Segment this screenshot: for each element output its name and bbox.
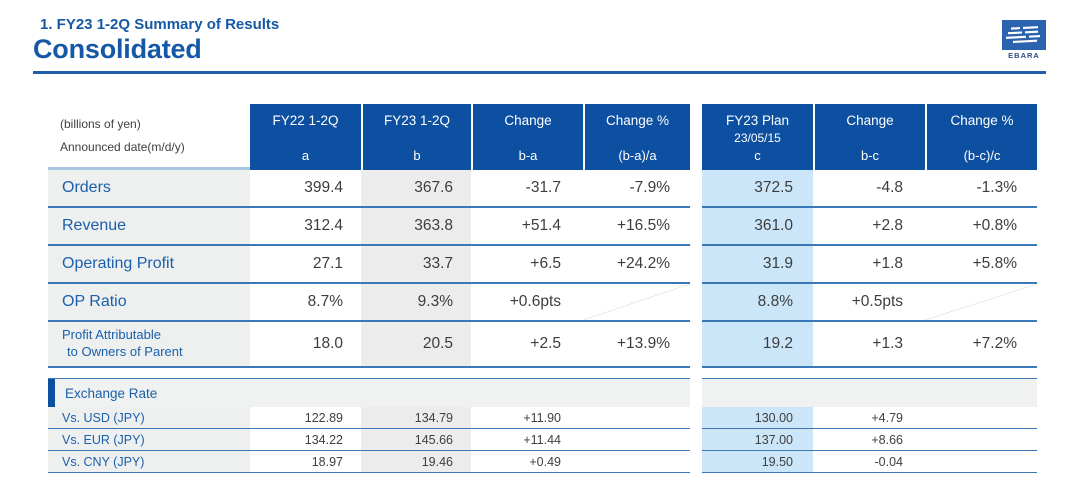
eur-change-bc: +8.66 <box>813 429 925 451</box>
page-title: Consolidated <box>33 34 202 64</box>
cny-fy23: 19.46 <box>361 451 471 473</box>
eur-fy22: 134.22 <box>250 429 361 451</box>
op-change-bc: +1.8 <box>813 246 925 284</box>
profit-fy23: 20.5 <box>361 322 471 368</box>
orders-change-bc: -4.8 <box>813 170 925 208</box>
eur-change-ba: +11.44 <box>471 429 583 451</box>
orders-change-ba: -31.7 <box>471 170 583 208</box>
orders-changepct-bc: -1.3% <box>925 170 1037 208</box>
section-gap <box>690 246 702 284</box>
op-fy22: 27.1 <box>250 246 361 284</box>
section-gap <box>690 429 702 451</box>
row-label-usd: Vs. USD (JPY) <box>48 407 250 429</box>
eur-plan: 137.00 <box>702 429 813 451</box>
section-gap <box>690 378 702 407</box>
unit-note: (billions of yen) <box>60 117 141 131</box>
revenue-changepct-ba: +16.5% <box>583 208 690 246</box>
profit-change-bc: +1.3 <box>813 322 925 368</box>
title-underline <box>33 71 1046 74</box>
row-label-eur: Vs. EUR (JPY) <box>48 429 250 451</box>
ratio-changepct-bc-empty <box>925 284 1037 322</box>
revenue-change-ba: +51.4 <box>471 208 583 246</box>
usd-change-ba: +11.90 <box>471 407 583 429</box>
usd-changepct-bc-empty <box>925 407 1037 429</box>
profit-changepct-ba: +13.9% <box>583 322 690 368</box>
orders-plan: 372.5 <box>702 170 813 208</box>
ratio-fy22: 8.7% <box>250 284 361 322</box>
cny-change-ba: +0.49 <box>471 451 583 473</box>
eur-changepct-bc-empty <box>925 429 1037 451</box>
section-gap <box>690 407 702 429</box>
ratio-change-ba: +0.6pts <box>471 284 583 322</box>
slide-subtitle: 1. FY23 1-2Q Summary of Results <box>40 16 280 33</box>
revenue-change-bc: +2.8 <box>813 208 925 246</box>
section-spacer <box>48 368 1037 378</box>
col-header-changepct-ba: Change % (b-a)/a <box>583 104 690 170</box>
profit-change-ba: +2.5 <box>471 322 583 368</box>
cny-plan: 19.50 <box>702 451 813 473</box>
orders-changepct-ba: -7.9% <box>583 170 690 208</box>
section-gap <box>690 208 702 246</box>
section-gap <box>690 451 702 473</box>
section-accent-bar <box>48 379 55 407</box>
profit-plan: 19.2 <box>702 322 813 368</box>
ratio-changepct-ba-empty <box>583 284 690 322</box>
col-header-fy22: FY22 1-2Q a <box>250 104 361 170</box>
usd-fy22: 122.89 <box>250 407 361 429</box>
section-gap <box>690 284 702 322</box>
cny-change-bc: -0.04 <box>813 451 925 473</box>
col-header-change-bc: Change b-c <box>813 104 925 170</box>
section-gap <box>690 104 702 170</box>
section-gap <box>690 170 702 208</box>
ratio-plan: 8.8% <box>702 284 813 322</box>
row-label-operating-profit: Operating Profit <box>48 246 250 284</box>
col-header-change-ba: Change b-a <box>471 104 583 170</box>
row-label-cny: Vs. CNY (JPY) <box>48 451 250 473</box>
op-change-ba: +6.5 <box>471 246 583 284</box>
row-label-revenue: Revenue <box>48 208 250 246</box>
revenue-changepct-bc: +0.8% <box>925 208 1037 246</box>
eur-fy23: 145.66 <box>361 429 471 451</box>
table-notes-cell: (billions of yen) Announced date(m/d/y) <box>48 104 250 170</box>
revenue-plan: 361.0 <box>702 208 813 246</box>
ebara-logo-icon <box>1002 20 1046 50</box>
section-gap <box>690 322 702 368</box>
col-header-fy23-plan: FY23 Plan 23/05/15 c <box>702 104 813 170</box>
profit-changepct-bc: +7.2% <box>925 322 1037 368</box>
ratio-fy23: 9.3% <box>361 284 471 322</box>
exchange-rate-section-header: Exchange Rate <box>48 378 690 407</box>
usd-changepct-ba-empty <box>583 407 690 429</box>
ratio-change-bc: +0.5pts <box>813 284 925 322</box>
cny-fy22: 18.97 <box>250 451 361 473</box>
ebara-logo: EBARA <box>1002 20 1046 60</box>
results-table: (billions of yen) Announced date(m/d/y) … <box>48 104 1037 473</box>
op-changepct-bc: +5.8% <box>925 246 1037 284</box>
eur-changepct-ba-empty <box>583 429 690 451</box>
cny-changepct-ba-empty <box>583 451 690 473</box>
op-plan: 31.9 <box>702 246 813 284</box>
cny-changepct-bc-empty <box>925 451 1037 473</box>
orders-fy22: 399.4 <box>250 170 361 208</box>
row-label-orders: Orders <box>48 170 250 208</box>
col-header-fy23: FY23 1-2Q b <box>361 104 471 170</box>
orders-fy23: 367.6 <box>361 170 471 208</box>
exchange-rate-header-right-band <box>702 378 1037 407</box>
usd-plan: 130.00 <box>702 407 813 429</box>
row-label-op-ratio: OP Ratio <box>48 284 250 322</box>
revenue-fy22: 312.4 <box>250 208 361 246</box>
revenue-fy23: 363.8 <box>361 208 471 246</box>
date-note: Announced date(m/d/y) <box>60 140 185 154</box>
op-fy23: 33.7 <box>361 246 471 284</box>
profit-fy22: 18.0 <box>250 322 361 368</box>
ebara-logo-text: EBARA <box>1008 51 1040 60</box>
col-header-changepct-bc: Change % (b-c)/c <box>925 104 1037 170</box>
usd-fy23: 134.79 <box>361 407 471 429</box>
usd-change-bc: +4.79 <box>813 407 925 429</box>
row-label-profit-attributable: Profit Attributable to Owners of Parent <box>48 322 250 368</box>
op-changepct-ba: +24.2% <box>583 246 690 284</box>
